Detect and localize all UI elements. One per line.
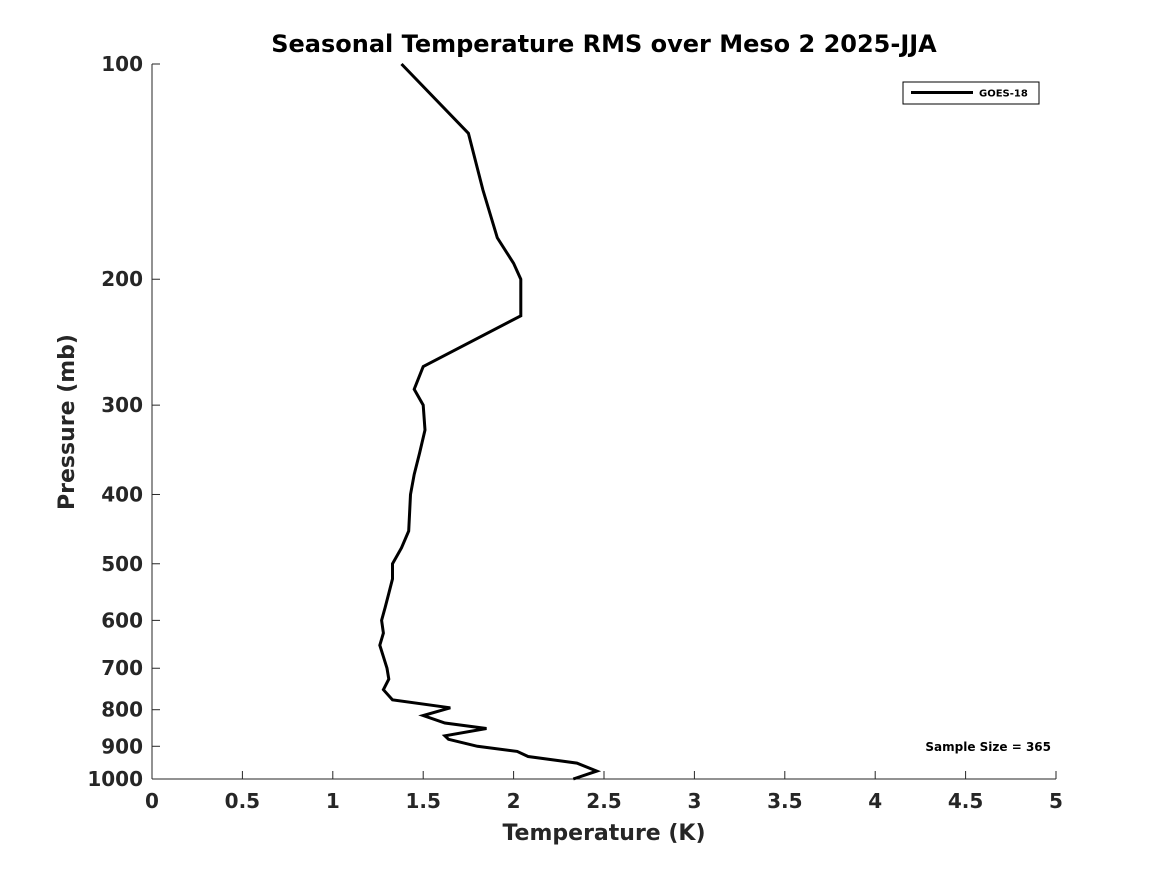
x-tick-label: 1.5 (405, 789, 440, 813)
y-tick-label: 200 (101, 267, 143, 291)
x-tick-label: 3.5 (767, 789, 802, 813)
sample-size-annotation: Sample Size = 365 (925, 740, 1051, 754)
legend: GOES-18 (902, 81, 1040, 105)
y-tick-label: 1000 (87, 767, 143, 791)
y-tick-label: 600 (101, 608, 143, 632)
y-tick-label: 500 (101, 552, 143, 576)
x-tick-label: 4 (868, 789, 882, 813)
x-tick-label: 5 (1049, 789, 1063, 813)
x-tick-label: 2 (507, 789, 521, 813)
y-tick-label: 800 (101, 698, 143, 722)
x-axis-label: Temperature (K) (502, 821, 705, 846)
x-tick-label: 1 (326, 789, 340, 813)
y-tick-label: 300 (101, 393, 143, 417)
legend-label-goes-18: GOES-18 (979, 89, 1028, 100)
x-tick-label: 4.5 (948, 789, 983, 813)
y-tick-label: 700 (101, 656, 143, 680)
x-axis-ticks: 0 0.5 1 1.5 2 2.5 3 3.5 4 4.5 5 (145, 771, 1063, 813)
x-tick-label: 0 (145, 789, 159, 813)
y-tick-label: 100 (101, 52, 143, 76)
series-layer (378, 62, 602, 781)
y-axis-label: Pressure (mb) (55, 334, 80, 510)
chart-title: Seasonal Temperature RMS over Meso 2 202… (271, 30, 937, 58)
y-tick-label: 900 (101, 734, 143, 758)
y-tick-label: 400 (101, 482, 143, 506)
x-tick-label: 2.5 (586, 789, 621, 813)
x-tick-label: 0.5 (225, 789, 260, 813)
y-axis-ticks: 100 200 300 400 500 600 700 800 900 1000 (87, 52, 160, 791)
x-tick-label: 3 (687, 789, 701, 813)
series-line-goes-18 (378, 62, 602, 781)
